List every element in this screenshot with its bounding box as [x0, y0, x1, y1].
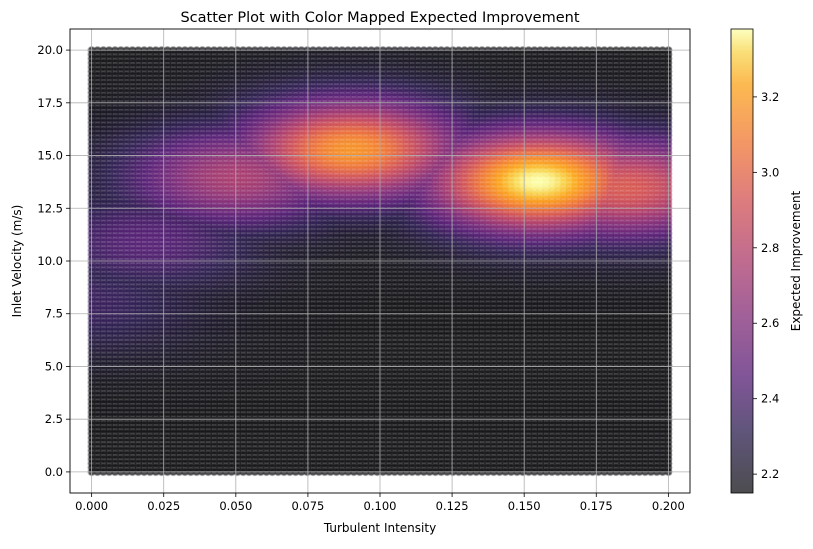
y-tick-label: 15.0: [37, 149, 63, 163]
y-tick-label: 17.5: [37, 96, 63, 110]
x-tick-label: 0.050: [219, 499, 252, 513]
y-axis-ticks: 0.0 2.5 5.0 7.5 10.0 12.5 15.0 17.5 20.0: [37, 43, 70, 479]
y-tick-label: 10.0: [37, 254, 63, 268]
colorbar-label: Expected Improvement: [789, 190, 803, 331]
colorbar-ticks: 2.2 2.4 2.6 2.8 3.0 3.2: [753, 90, 779, 481]
colorbar: 2.2 2.4 2.6 2.8 3.0 3.2 Expected Improvement: [730, 28, 803, 494]
x-axis-ticks: 0.000 0.025 0.050 0.075 0.100 0.125 0.150 0.175…: [75, 493, 685, 513]
grid-lines: [70, 29, 690, 493]
x-tick-label: 0.150: [508, 499, 541, 513]
colorbar-tick-label: 2.4: [761, 392, 779, 406]
colorbar-gradient: [731, 29, 753, 493]
x-tick-label: 0.175: [580, 499, 613, 513]
colorbar-tick-label: 2.6: [761, 316, 779, 330]
y-tick-label: 0.0: [45, 465, 63, 479]
x-axis-label: Turbulent Intensity: [323, 521, 436, 535]
colorbar-tick-label: 2.2: [761, 467, 779, 481]
y-tick-label: 2.5: [45, 412, 63, 426]
colorbar-tick-label: 3.2: [761, 90, 779, 104]
y-tick-label: 7.5: [45, 307, 63, 321]
y-axis-label: Inlet Velocity (m/s): [10, 205, 24, 318]
colorbar-tick-label: 2.8: [761, 241, 779, 255]
colorbar-tick-label: 3.0: [761, 165, 779, 179]
y-tick-label: 5.0: [45, 359, 63, 373]
y-tick-label: 20.0: [37, 43, 63, 57]
x-tick-label: 0.025: [147, 499, 180, 513]
x-tick-label: 0.100: [364, 499, 397, 513]
x-tick-label: 0.075: [291, 499, 324, 513]
y-tick-label: 12.5: [37, 201, 63, 215]
chart-title: Scatter Plot with Color Mapped Expected …: [180, 10, 579, 26]
x-tick-label: 0.000: [75, 499, 108, 513]
colorbar-frame: [730, 28, 754, 494]
x-tick-label: 0.125: [436, 499, 469, 513]
x-tick-label: 0.200: [652, 499, 685, 513]
